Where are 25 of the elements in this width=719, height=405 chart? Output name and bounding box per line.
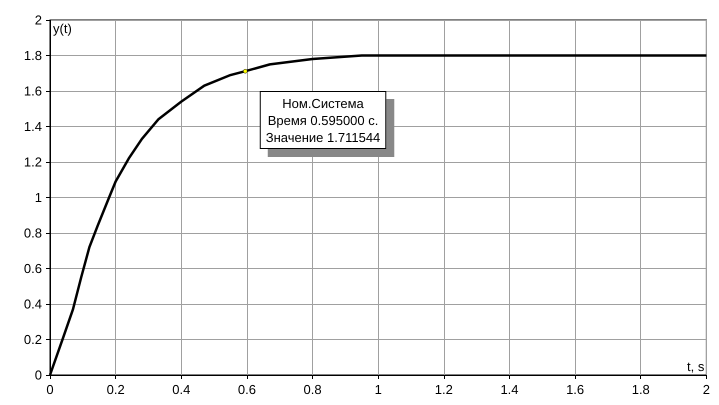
x-tick-label: 1.2 xyxy=(434,382,453,397)
y-tick-label: 0.8 xyxy=(24,226,42,240)
y-tick-label: 0.2 xyxy=(24,332,42,347)
x-tick-label: 0.4 xyxy=(172,382,190,397)
x-tick-label: 0 xyxy=(46,382,54,397)
annotation: Ном.Система Время 0.595000 с. Значение 1.711544 xyxy=(266,96,380,145)
y-tick-label: 1.4 xyxy=(24,119,42,134)
y-tick-label: 0.6 xyxy=(24,261,42,276)
y-tick-label: 2 xyxy=(34,12,42,28)
y-tick-label: 1.2 xyxy=(24,154,42,170)
x-tick-label: 1.8 xyxy=(632,382,650,397)
y-axis-title: y(t) xyxy=(53,21,72,36)
y-tick-label: 1.6 xyxy=(24,84,42,98)
y-tick-label: 0.4 xyxy=(24,296,42,312)
x-tick-label: 0.8 xyxy=(304,382,322,397)
x-tick-label: 0.2 xyxy=(106,382,125,397)
x-tick-label: 1.4 xyxy=(500,382,519,397)
y-tick-label: 1.8 xyxy=(24,48,42,63)
x-tick-label: 2 xyxy=(702,382,710,397)
x-axis-title: t, s xyxy=(687,359,705,374)
x-tick-label: 1 xyxy=(374,382,382,397)
y-tick-label: 1 xyxy=(34,190,42,205)
x-tick-label: 0.6 xyxy=(238,382,256,397)
y-tick-label: 0 xyxy=(34,368,42,382)
x-tick-label: 1.6 xyxy=(566,382,584,397)
